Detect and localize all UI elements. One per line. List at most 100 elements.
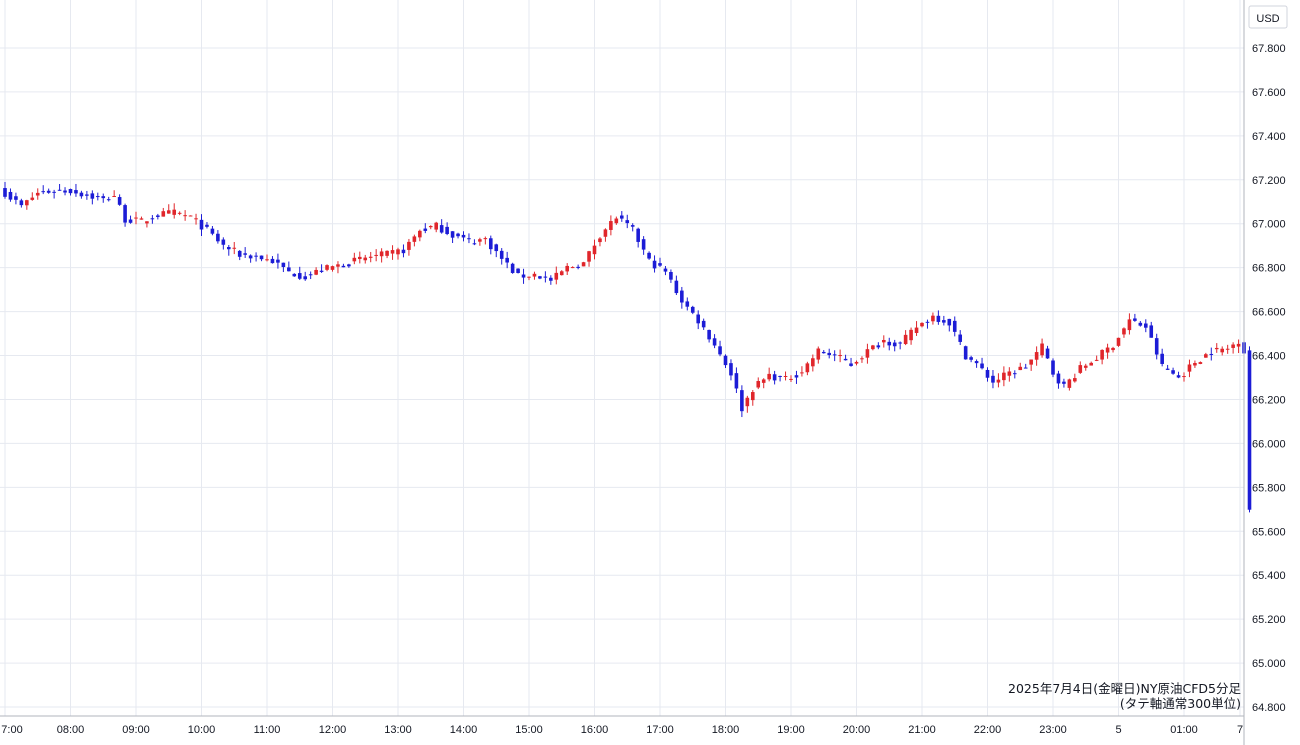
candle-body (177, 212, 182, 214)
candle (374, 249, 378, 262)
candle (952, 316, 957, 337)
candle (1002, 366, 1006, 387)
candle-body (1023, 367, 1028, 369)
candle (445, 222, 449, 236)
candle-body (718, 346, 722, 355)
candle-body (614, 218, 619, 224)
candle (931, 312, 935, 325)
candle-body (974, 361, 979, 364)
candle (701, 318, 706, 330)
time-tick-label: 12:00 (319, 724, 347, 736)
candle-body (418, 230, 422, 238)
candle (783, 371, 788, 381)
candle (292, 273, 297, 277)
candle-body (549, 277, 553, 281)
candle-body (1236, 343, 1241, 347)
candle-body (794, 375, 799, 378)
candle (729, 359, 733, 381)
candle (1154, 333, 1159, 360)
candle (734, 367, 739, 394)
candle (347, 263, 351, 268)
candle-body (767, 373, 771, 380)
candle-body (30, 197, 35, 200)
candle (134, 211, 138, 225)
candle-body (843, 358, 848, 361)
candle (1236, 339, 1241, 354)
candle-body (407, 241, 411, 250)
candle (974, 359, 979, 368)
time-axis: 7:00 08:00 09:00 10:00 11:00 12:00 13:00 14:00 1… (1, 724, 1243, 736)
candle (85, 190, 89, 200)
candle (538, 275, 542, 280)
candle-body (1182, 376, 1186, 378)
candle (554, 266, 559, 285)
candle-body (1045, 348, 1050, 359)
candle-body (106, 199, 111, 201)
candle (723, 354, 728, 368)
candle-body (898, 342, 902, 344)
candle (619, 211, 624, 222)
candle-body (467, 238, 471, 240)
candle (325, 264, 329, 272)
candle (216, 230, 220, 244)
candle-body (183, 215, 187, 217)
candle-body (259, 255, 264, 260)
candle (303, 271, 308, 281)
candle (598, 237, 602, 247)
candle-body (860, 358, 864, 360)
candle-body (832, 354, 837, 356)
candle (243, 247, 247, 258)
candle (1083, 363, 1088, 371)
candle (510, 262, 515, 274)
candle (357, 251, 362, 264)
candle-body (669, 271, 673, 280)
candle-body (1029, 359, 1033, 365)
candle-body (827, 352, 832, 356)
candle (499, 248, 504, 265)
candle (947, 318, 952, 332)
candle (483, 236, 488, 245)
candle (1111, 346, 1115, 353)
candle-body (1204, 354, 1208, 358)
candle-body (478, 239, 482, 242)
candle (1187, 359, 1192, 378)
time-tick-label: 10:00 (188, 724, 216, 736)
candle (1198, 361, 1203, 365)
candle-body (636, 228, 640, 242)
candle (740, 385, 744, 418)
time-tick-label: 20:00 (843, 724, 871, 736)
chart-note-line-1: 2025年7月4日(金曜日)NY原油CFD5分足 (1008, 681, 1241, 696)
candle-body (521, 274, 526, 278)
candle (636, 227, 640, 248)
candle-body (46, 190, 51, 193)
candle (1116, 337, 1121, 347)
candle-body (41, 191, 46, 193)
candle-body (499, 250, 504, 259)
candle-body (385, 250, 389, 256)
candle (1214, 343, 1219, 353)
candle-body (865, 349, 870, 358)
candle (1056, 370, 1061, 389)
candle (1160, 348, 1164, 367)
time-tick-label: 7 (1237, 724, 1243, 736)
candle (1165, 364, 1170, 370)
candle-body (936, 315, 941, 322)
candle-body (685, 301, 690, 307)
candle-body (112, 196, 116, 198)
candle (1094, 355, 1099, 362)
candle-body (1007, 371, 1012, 376)
candle-body (330, 266, 335, 270)
candle-body (1067, 379, 1072, 388)
candle-body (439, 225, 444, 233)
candle (843, 354, 848, 361)
candle (30, 192, 35, 201)
candle (41, 185, 46, 195)
candle (112, 190, 116, 198)
candle-body (35, 192, 40, 196)
time-tick-label: 08:00 (57, 724, 85, 736)
price-tick-label: 66.600 (1252, 307, 1286, 319)
candle (336, 261, 340, 274)
candle (625, 214, 630, 229)
candle-body (696, 314, 701, 324)
